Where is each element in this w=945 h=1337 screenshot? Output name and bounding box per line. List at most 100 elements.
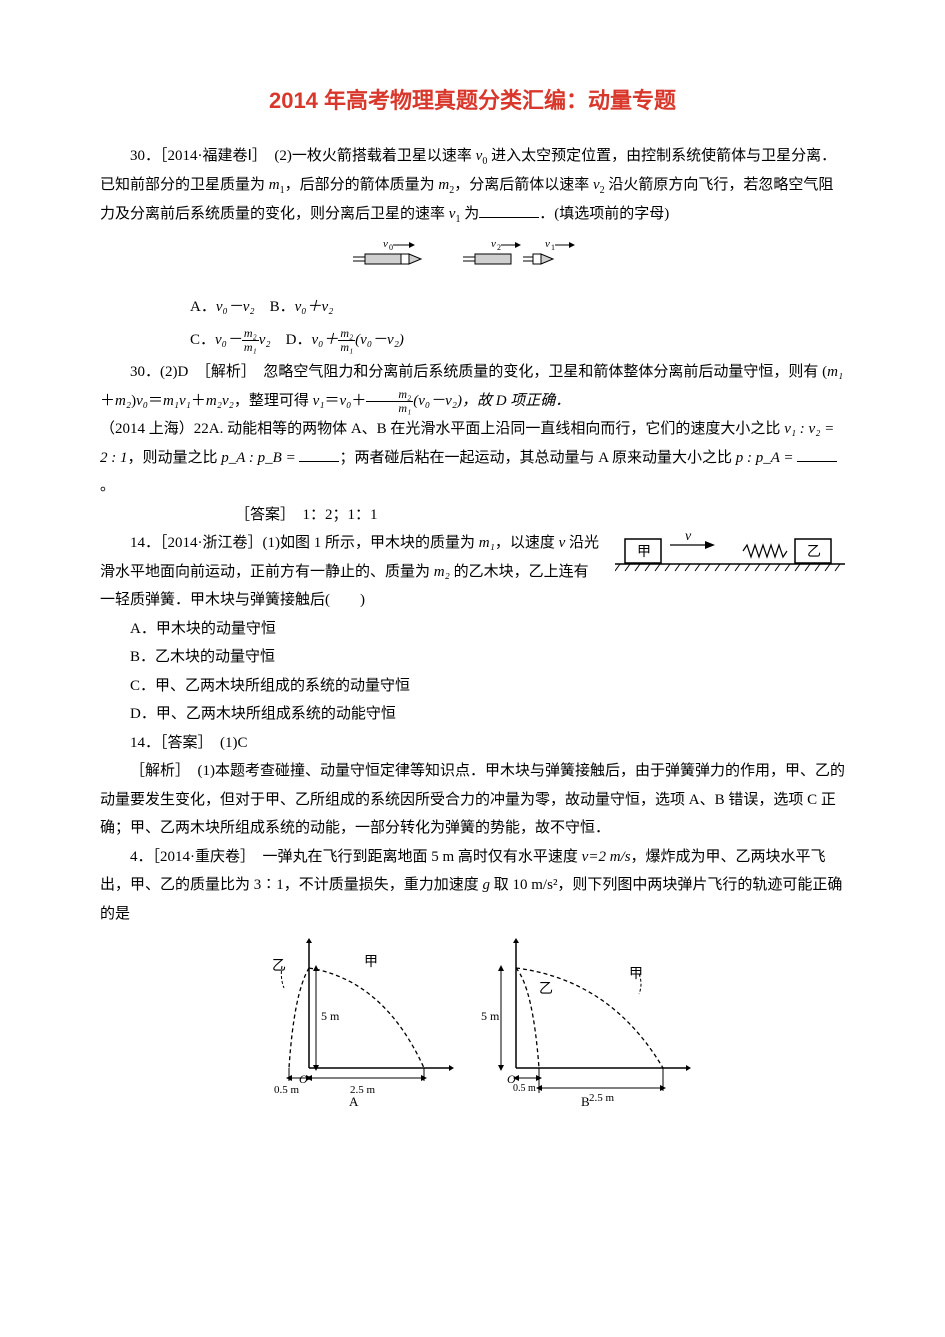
v0-sub: 0 xyxy=(389,243,393,252)
rocket-nose2 xyxy=(541,254,553,264)
v2-sub: 2 xyxy=(497,243,501,252)
frac-c: m₂m₁ xyxy=(242,327,259,354)
yi-label-b: 乙 xyxy=(539,981,553,997)
ratio3: p : p_A = xyxy=(736,450,798,466)
block-a-label: 甲 xyxy=(637,545,651,560)
sym: ＝ xyxy=(148,393,163,409)
opt-c-post: v₂ xyxy=(259,332,271,348)
v0-label: v xyxy=(383,238,388,250)
v-label: v xyxy=(685,529,692,544)
document-page: 2014 年高考物理真题分类汇编：动量专题 30．［2014·福建卷Ⅰ］ (2)… xyxy=(0,0,945,1159)
opt-d-pre: v₀＋ xyxy=(311,332,338,348)
rocket-nose xyxy=(409,254,421,264)
q14-opt-a: A．甲木块的动量守恒 xyxy=(100,615,845,644)
sym: ＋ xyxy=(100,393,115,409)
sym: m₁v₁ xyxy=(163,393,191,409)
opt-c-label: C． xyxy=(190,332,215,348)
sym: v₀ xyxy=(136,393,148,409)
y-arrow-icon xyxy=(513,938,519,943)
frac-ans: m₂m₁ xyxy=(366,388,413,415)
q30-options-cd: C．v₀－m₂m₁v₂ D．v₀＋m₂m₁(v₀－v₂) xyxy=(100,326,845,355)
frac-den: m₁ xyxy=(242,341,259,354)
q30-text: 30．［2014·福建卷Ⅰ］ (2)一枚火箭搭载着卫星以速率 v0 进入太空预定… xyxy=(100,142,845,229)
frac-den: m₁ xyxy=(338,341,355,354)
dist-short-label: 0.5 m xyxy=(513,1083,536,1094)
trajectory-b-svg: 乙 甲 5 m O 0.5 m 2.5 m B xyxy=(481,938,691,1108)
rocket-joint2 xyxy=(533,254,541,264)
q14-block: 甲 v 乙 14．［2014·浙江卷］(1)如图 1 所示，甲木块的质量为 m₁… xyxy=(100,529,845,729)
arrow-head xyxy=(569,242,575,248)
sym: m₂ xyxy=(115,393,131,409)
q30-options-ab: A．v₀－v₂ B．v₀＋v₂ xyxy=(100,293,845,322)
ans-header: 30．(2)D ［解析］ 忽略空气阻力和分离前后系统质量的变化，卫星和箭体整体分… xyxy=(130,364,827,380)
arrow-head xyxy=(515,242,521,248)
sym: m₁ xyxy=(827,364,843,380)
g-sym: g xyxy=(483,877,491,893)
frac-d: m₂m₁ xyxy=(338,327,355,354)
frac-num: m₂ xyxy=(242,327,259,341)
page-title: 2014 年高考物理真题分类汇编：动量专题 xyxy=(100,80,845,122)
q4-text: 4．［2014·重庆卷］ 一弹丸在飞行到距离地面 5 m 高时仅有水平速度 v=… xyxy=(100,843,845,929)
blank xyxy=(797,446,837,462)
rocket-body xyxy=(365,254,401,264)
q14-answer: 14．［答案］ (1)C xyxy=(100,729,845,758)
diagram-label-a: A xyxy=(349,1094,359,1108)
trajectory-a-svg: 乙 甲 5 m O 0.5 m 2.5 m A xyxy=(254,938,454,1108)
q30-t5: 为 xyxy=(460,206,479,222)
rocket-joint xyxy=(401,254,409,264)
opt-a-label: A． xyxy=(190,299,216,315)
q22a-header: （2014 上海）22A. 动能相等的两物体 A、B 在光滑水平面上沿同一直线相… xyxy=(100,421,784,437)
x-arrow-icon xyxy=(449,1065,454,1071)
height-label: 5 m xyxy=(321,1009,340,1023)
q30-t6: ．(填选项前的字母) xyxy=(539,206,669,222)
q30-t3: ，分离后箭体以速率 xyxy=(454,177,593,193)
rocket-diagram-svg: v 0 v 2 v 1 xyxy=(343,237,603,275)
opt-c-pre: v₀－ xyxy=(215,332,242,348)
q14-figure: 甲 v 乙 xyxy=(615,529,845,585)
q4-header: 4．［2014·重庆卷］ 一弹丸在飞行到距离地面 5 m 高时仅有水平速度 xyxy=(130,849,582,865)
t2: ；两者碰后粘在一起运动，其总动量与 A 原来动量大小之比 xyxy=(339,450,735,466)
diagram-label-b: B xyxy=(581,1094,590,1108)
q14-opt-c: C．甲、乙两木块所组成的系统的动量守恒 xyxy=(100,672,845,701)
sym: m₂ xyxy=(434,564,450,580)
block-spring-svg: 甲 v 乙 xyxy=(615,529,845,574)
sym: v₀ xyxy=(339,393,351,409)
answer-label: ［答案］ xyxy=(235,507,288,523)
v-expr: v=2 m/s xyxy=(582,849,631,865)
q22a-text: （2014 上海）22A. 动能相等的两物体 A、B 在光滑水平面上沿同一直线相… xyxy=(100,415,845,501)
sym: m₁ xyxy=(479,535,495,551)
arrow-up-icon xyxy=(498,965,504,971)
sym: m₂v₂ xyxy=(206,393,234,409)
sym-v: v xyxy=(593,177,600,193)
frac-num: m₂ xyxy=(366,388,413,402)
sym: ＋ xyxy=(351,393,366,409)
arrow-down-icon xyxy=(498,1065,504,1071)
q14-opt-d: D．甲、乙两木块所组成系统的动能守恒 xyxy=(100,700,845,729)
v1-sub: 1 xyxy=(551,243,555,252)
v2-label: v xyxy=(491,238,496,250)
dist-left-label: 0.5 m xyxy=(274,1084,300,1096)
arrow-up-icon xyxy=(313,965,319,971)
t3: 。 xyxy=(100,478,115,494)
opt-b-label: B． xyxy=(255,299,295,315)
q4-diagrams: 乙 甲 5 m O 0.5 m 2.5 m A xyxy=(100,938,845,1119)
frac-den: m₁ xyxy=(366,402,413,415)
block-b-label: 乙 xyxy=(807,544,821,560)
opt-a: v₀－v₂ xyxy=(216,299,255,315)
t1: ，则动量之比 xyxy=(128,450,222,466)
rocket-body-rear xyxy=(475,254,511,264)
ground-hatch xyxy=(615,564,840,571)
dist-long-label: 2.5 m xyxy=(589,1092,615,1104)
spring xyxy=(743,545,787,557)
v-arrow-head xyxy=(705,541,715,549)
arrow-head xyxy=(409,242,415,248)
sym: ＋ xyxy=(191,393,206,409)
traj-yi-b xyxy=(516,968,539,1068)
sym: ＝ xyxy=(324,393,339,409)
txt: ，整理可得 xyxy=(234,393,313,409)
q14-analysis: ［解析］ (1)本题考查碰撞、动量守恒定律等知识点．甲木块与弹簧接触后，由于弹簧… xyxy=(100,757,845,843)
q22a-answer: ［答案］ 1：2；1：1 xyxy=(100,501,845,530)
q14-header: 14．［2014·浙江卷］(1)如图 1 所示，甲木块的质量为 xyxy=(130,535,479,551)
t1: ，以速度 xyxy=(495,535,559,551)
opt-b: v₀＋v₂ xyxy=(295,299,334,315)
